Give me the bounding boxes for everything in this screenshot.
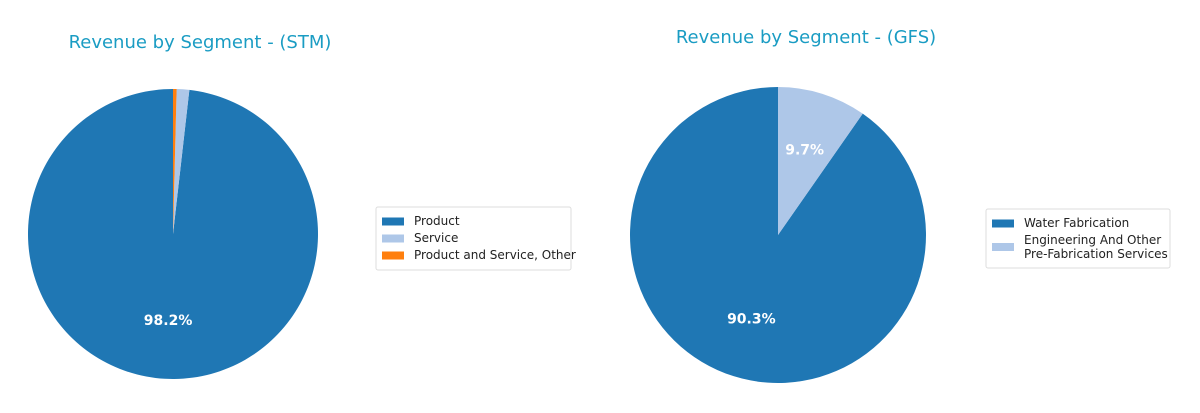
legend-swatch [382, 217, 404, 226]
legend-label: Water Fabrication [1024, 216, 1129, 230]
legend-label: Engineering And Other Pre-Fabrication Ser… [1024, 232, 1168, 260]
slice-label: 9.7% [785, 142, 824, 158]
legend-swatch [382, 251, 404, 260]
pie-slice [27, 88, 318, 379]
pie-slice [778, 87, 863, 235]
slice-label: 98.2% [144, 313, 193, 329]
legend-swatch [992, 219, 1014, 228]
legend-label: Service [414, 231, 458, 245]
legend-swatch [382, 234, 404, 243]
legend-box [985, 208, 1171, 269]
legend-label: Product and Service, Other [414, 248, 576, 262]
pie-slice [173, 89, 177, 234]
legend-label: Product [414, 214, 460, 228]
chart-title: Revenue by Segment - (STM) [69, 32, 332, 53]
slice-label: 90.3% [727, 312, 776, 328]
chart-title: Revenue by Segment - (GFS) [676, 27, 936, 48]
legend-box [375, 206, 572, 271]
pie-slice [630, 87, 927, 384]
legend-swatch [992, 243, 1014, 251]
pie-slice [173, 89, 190, 234]
